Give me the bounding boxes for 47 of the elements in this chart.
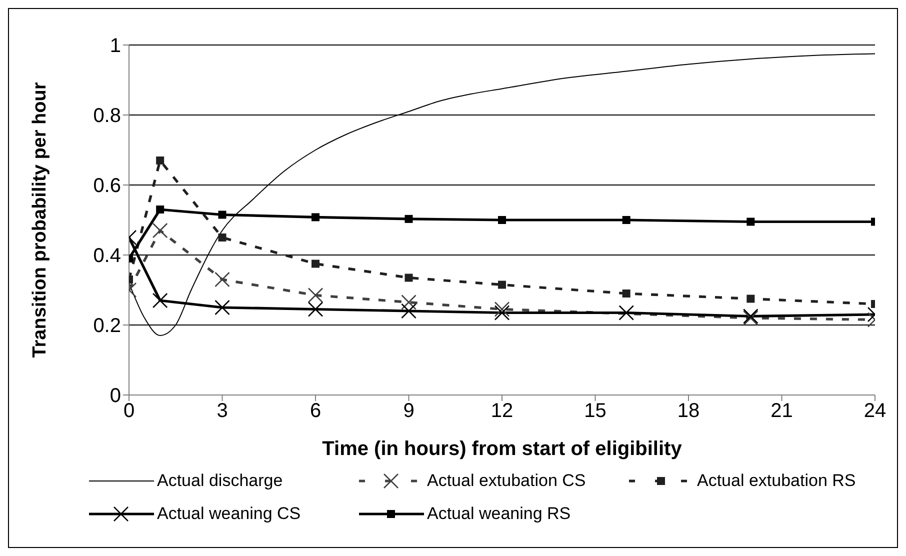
point xyxy=(156,206,164,214)
y-tick-label: 0 xyxy=(110,385,121,408)
point xyxy=(746,294,755,303)
point xyxy=(401,303,416,319)
point xyxy=(401,294,416,310)
legend-label: Actual weaning CS xyxy=(157,504,301,523)
point xyxy=(308,288,324,303)
point xyxy=(404,274,413,282)
y-tick-label: 1 xyxy=(110,35,121,58)
x-tick-label: 21 xyxy=(770,400,793,422)
y-tick-label: 0.2 xyxy=(93,315,121,338)
y-tick-label: 0.4 xyxy=(93,245,121,268)
point xyxy=(498,280,506,289)
x-tick-label: 15 xyxy=(584,400,606,422)
point xyxy=(312,260,320,268)
x-tick-label: 6 xyxy=(310,400,322,422)
legend-label: Actual extubation CS xyxy=(427,471,586,490)
point xyxy=(214,300,230,316)
point xyxy=(218,234,226,242)
y-axis-title: Transition probability per hour xyxy=(30,82,51,358)
point xyxy=(622,216,630,224)
point xyxy=(746,218,755,226)
point xyxy=(156,156,164,164)
point xyxy=(494,302,510,317)
x-tick-label: 18 xyxy=(677,400,700,422)
x-axis-title: Time (in hours) from start of eligibility xyxy=(322,438,683,460)
x-tick-label: 3 xyxy=(216,400,228,422)
legend-label: Actual extubation RS xyxy=(697,471,856,490)
point xyxy=(498,216,506,224)
point xyxy=(218,210,226,219)
point xyxy=(308,302,324,317)
line-series xyxy=(129,53,875,336)
legend-label: Actual weaning RS xyxy=(427,504,571,523)
x-tick-label: 12 xyxy=(490,400,514,422)
point xyxy=(152,292,168,308)
point xyxy=(312,213,320,222)
point xyxy=(494,305,510,320)
y-tick-label: 0.8 xyxy=(93,105,121,128)
x-tick-label: 9 xyxy=(403,400,414,422)
y-tick-label: 0.6 xyxy=(93,175,121,198)
point xyxy=(404,214,413,223)
point xyxy=(152,222,168,238)
point xyxy=(618,305,634,320)
point xyxy=(214,272,230,288)
x-tick-label: 24 xyxy=(864,400,886,422)
point xyxy=(622,290,630,298)
legend-label: Actual discharge xyxy=(157,471,283,490)
